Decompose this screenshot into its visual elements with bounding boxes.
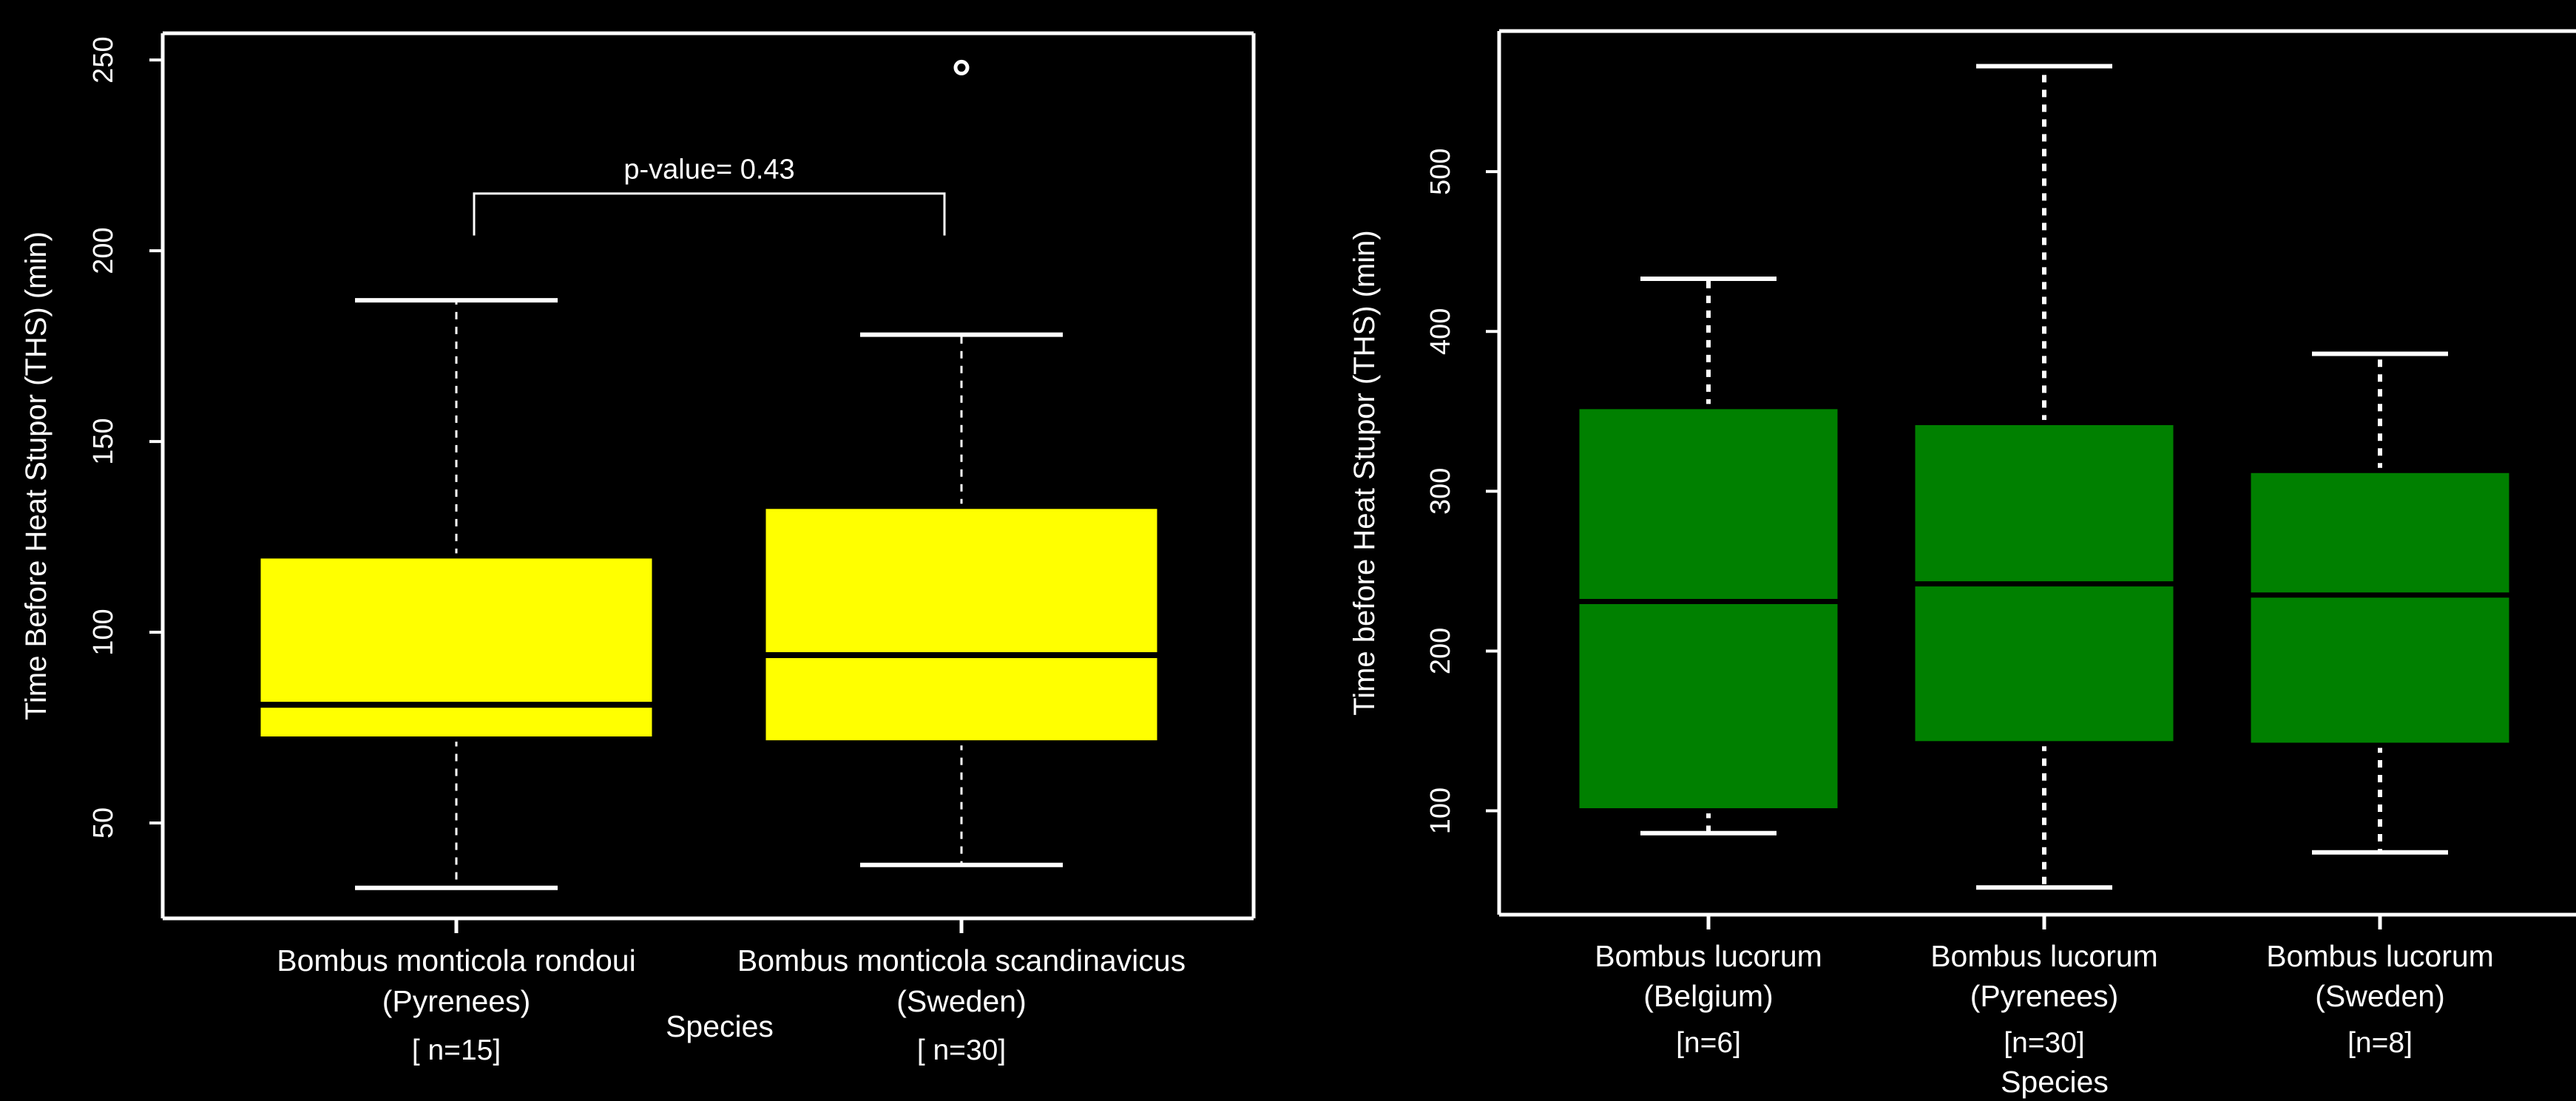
x-category-label: Bombus lucorum [1595,939,1822,973]
box-group-2 [760,59,1163,867]
y-tick-label: 50 [88,807,119,839]
plot-frame [1497,29,2576,917]
x-category-label: (Sweden) [896,984,1026,1018]
sample-size-label: [n=30] [2004,1027,2085,1059]
iqr-box [1574,404,1843,814]
iqr-box [255,553,657,742]
y-tick-label: 250 [88,36,119,83]
p-value-annotation: p-value= 0.43 [623,155,794,186]
significance-bracket [473,192,946,236]
x-axis-label: Species [666,1009,774,1043]
x-category-label: (Sweden) [2315,979,2444,1013]
x-category-label: Bombus lucorum [2266,939,2494,973]
sample-size-label: [n=6] [1676,1027,1741,1059]
y-tick-label: 100 [1425,787,1456,834]
y-tick-label: 200 [1425,628,1456,674]
y-tick-label: 200 [88,227,119,274]
y-tick-label: 150 [88,418,119,464]
y-tick-label: 500 [1425,148,1456,194]
box-group-1 [255,298,657,890]
y-axis-label: Time before Heat Stupor (THS) (min) [1348,230,1381,715]
y-tick-label: 400 [1425,308,1456,355]
right-boxplot-panel: 100 200 300 400 500 Time before Heat Stupor (… [1348,29,2576,1099]
outlier-point [953,59,970,75]
y-tick-label: 300 [1425,468,1456,515]
x-category-label: Bombus monticola scandinavicus [737,944,1186,978]
x-axis-label: Species [2001,1065,2109,1099]
box-group-2 [1910,64,2179,890]
iqr-box [2245,467,2515,748]
sample-size-label: [ n=15] [412,1034,501,1066]
box-group-1 [1574,276,1843,836]
x-category-label: (Belgium) [1643,979,1773,1013]
box-group-3 [2245,351,2515,855]
x-category-label: Bombus lucorum [1930,939,2158,973]
y-tick-label: 100 [88,609,119,655]
x-category-label: Bombus monticola rondoui [277,944,635,978]
left-boxplot-panel: 50 100 150 200 250 Time Before Heat Stupor (T… [20,31,1256,1066]
x-category-label: (Pyrenees) [1970,979,2119,1013]
x-category-label: (Pyrenees) [382,984,531,1018]
plot-frame [160,31,1256,921]
iqr-box [760,504,1163,746]
sample-size-label: [n=8] [2347,1027,2413,1059]
y-axis-label: Time Before Heat Stupor (THS) (min) [20,231,53,720]
sample-size-label: [ n=30] [917,1034,1006,1066]
